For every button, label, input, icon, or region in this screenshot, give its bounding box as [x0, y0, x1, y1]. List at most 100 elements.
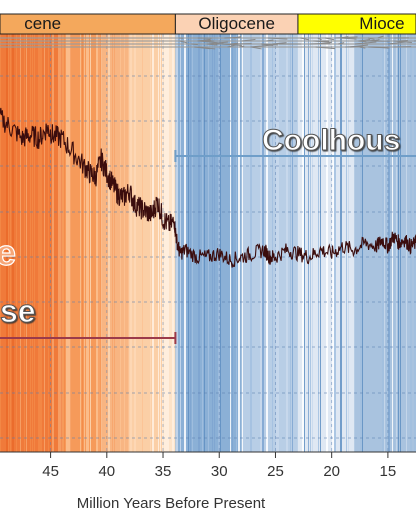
stripe-line — [172, 34, 174, 452]
stripe-line — [84, 34, 85, 452]
series-line — [0, 107, 416, 268]
stripe-line — [16, 34, 17, 452]
top-gray-lines — [0, 35, 416, 50]
stripe-line — [238, 34, 240, 452]
stripe-line — [230, 34, 231, 452]
top-gray-wiggle — [338, 42, 345, 45]
stripe-line — [332, 34, 334, 452]
stripe-line — [8, 34, 9, 452]
top-gray-wiggle — [373, 38, 380, 42]
top-gray-wiggle — [314, 40, 332, 44]
stripe-line — [20, 34, 21, 452]
top-gray-wiggle — [222, 43, 242, 46]
stripe-line — [114, 34, 115, 452]
stripe-line — [208, 34, 209, 452]
stripe-line — [70, 34, 71, 452]
stripe-line — [184, 34, 186, 452]
stripe-line — [266, 34, 268, 452]
top-gray-wiggle — [349, 44, 369, 48]
stripe-line — [142, 34, 143, 452]
x-tick-label: 40 — [98, 463, 115, 480]
climate-state-label-se: se — [0, 293, 36, 329]
stripe-line — [260, 34, 262, 452]
stripe-line — [212, 34, 213, 452]
stripe-line — [48, 34, 49, 452]
stripe-line — [158, 34, 159, 452]
stripe-line — [90, 34, 91, 452]
stripe-line — [66, 34, 68, 452]
stripe-line — [26, 34, 27, 452]
stripe-line — [262, 34, 264, 452]
top-gray-wiggle — [230, 42, 239, 45]
stripe-line — [168, 34, 169, 452]
top-gray-wiggle — [179, 40, 188, 44]
epoch-box-miocene — [297, 13, 416, 35]
stripe-line — [348, 34, 349, 452]
stripe-line — [396, 34, 397, 452]
top-gray-wiggle — [317, 37, 322, 41]
top-gray-wiggle — [325, 37, 335, 41]
top-gray-wiggle — [359, 46, 366, 49]
stripe-line — [292, 34, 293, 452]
top-gray-wiggle — [266, 39, 274, 42]
stripe-line — [24, 34, 25, 452]
series-layer — [0, 107, 416, 268]
stripe-line — [32, 34, 33, 452]
top-gray-wiggle — [368, 46, 388, 49]
stripe-line — [164, 34, 166, 452]
x-tick-label: 45 — [42, 463, 59, 480]
stripe-line — [130, 34, 132, 452]
stripe-line — [236, 34, 237, 452]
stripe-line — [286, 34, 288, 452]
stripe-line — [304, 34, 305, 452]
stripe-line — [192, 34, 193, 452]
stripe-line — [204, 34, 205, 452]
top-gray-wiggle — [198, 40, 218, 44]
top-gray-wiggle — [359, 38, 371, 42]
stripe-line — [290, 34, 291, 452]
stripe-line — [52, 34, 54, 452]
stripe-line — [190, 34, 191, 452]
top-gray-wiggle — [191, 43, 198, 46]
stripe-line — [272, 34, 273, 452]
stripe-line — [88, 34, 89, 452]
stripe-line — [112, 34, 113, 452]
stripe-line — [128, 34, 129, 452]
stripe-line — [34, 34, 35, 452]
top-gray-wiggle — [207, 41, 228, 45]
stripe-line — [250, 34, 252, 452]
climate-state-label-coolhouse: Coolhous — [262, 124, 400, 157]
stripe-line — [308, 34, 309, 452]
stripe-line — [278, 34, 279, 452]
x-tick-label: 15 — [380, 463, 397, 480]
stripe-line — [124, 34, 125, 452]
stripe-line — [150, 34, 151, 452]
x-tick-label: 35 — [155, 463, 172, 480]
stripe-line — [318, 34, 319, 452]
top-gray-wiggle — [309, 42, 331, 45]
top-gray-wiggle — [315, 46, 336, 50]
top-gray-wiggle — [267, 37, 288, 40]
stripe-line — [180, 34, 181, 452]
stripe-line — [160, 34, 161, 452]
stripe-line — [6, 34, 8, 452]
top-gray-wiggle — [340, 37, 357, 40]
top-gray-wiggle — [367, 37, 375, 40]
stripe-line — [214, 34, 215, 452]
top-gray-wiggle — [241, 38, 256, 42]
top-gray-wiggle — [335, 36, 358, 39]
stripe-line — [68, 34, 70, 452]
stripe-line — [340, 34, 342, 452]
x-axis: 45 40 35 30 25 20 15 — [0, 451, 416, 480]
top-gray-wiggle — [251, 46, 262, 50]
stripe-line — [0, 34, 1, 452]
stripe-line — [10, 34, 11, 452]
stripe-line — [232, 34, 233, 452]
stripe-line — [80, 34, 81, 452]
stripe-line — [58, 34, 60, 452]
stripe-line — [44, 34, 45, 452]
x-tick-label: 20 — [323, 463, 340, 480]
stripe-line — [202, 34, 203, 452]
top-gray-wiggle — [272, 42, 287, 45]
